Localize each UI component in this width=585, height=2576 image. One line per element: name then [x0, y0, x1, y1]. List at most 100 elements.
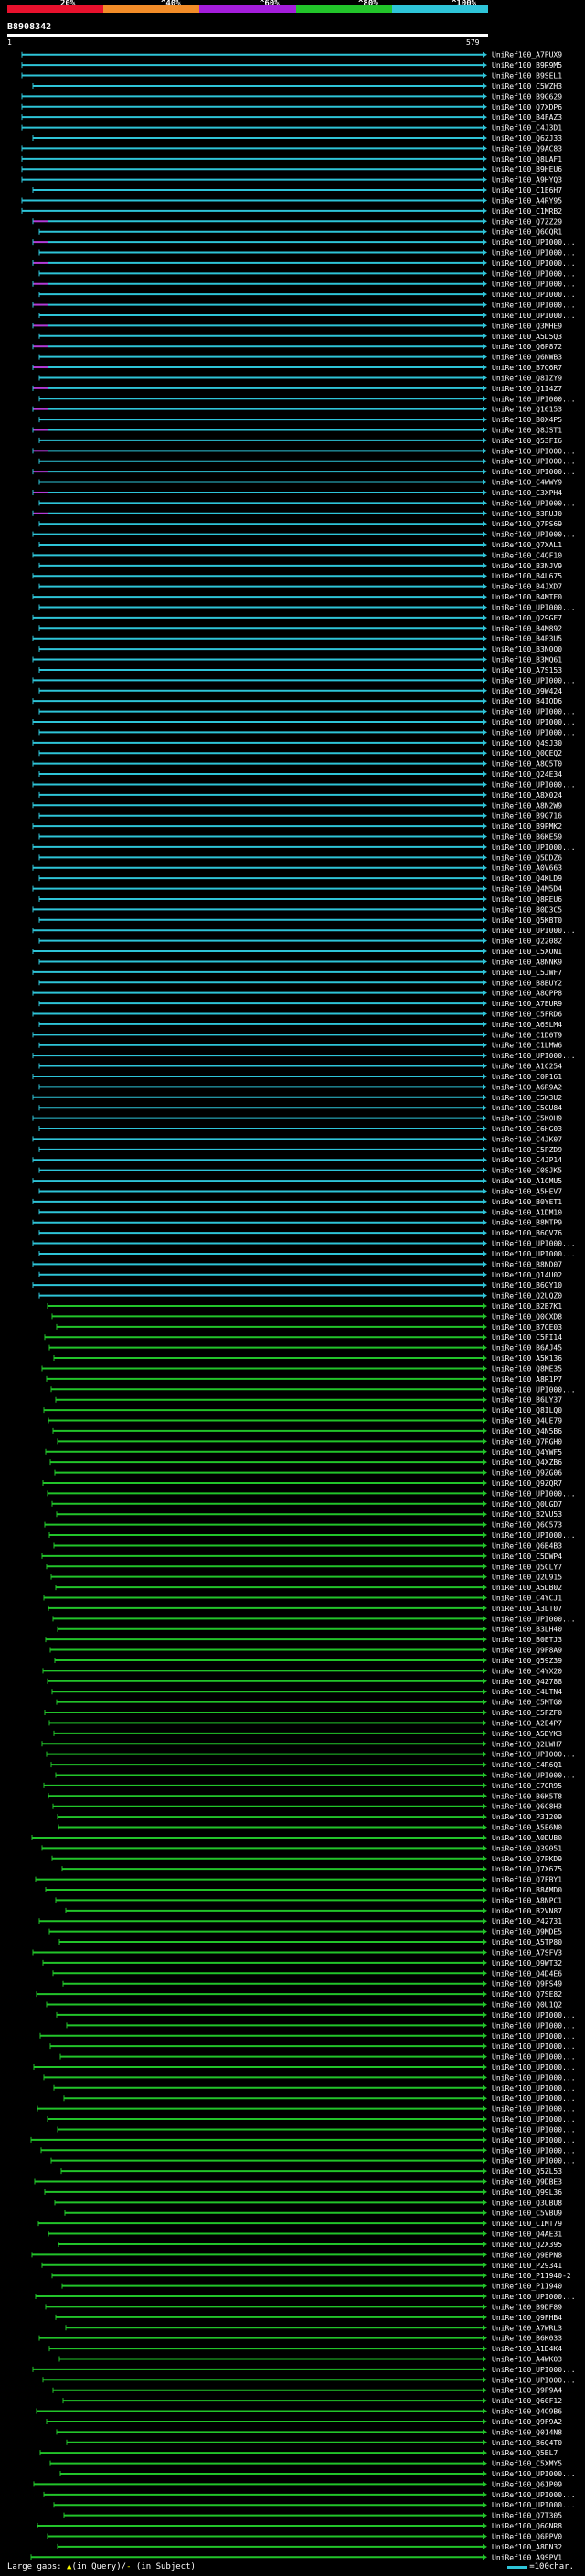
hit-label[interactable]: UniRef100_B3MQ61 [492, 656, 562, 664]
hit-label[interactable]: UniRef100_C4LTN4 [492, 1688, 562, 1696]
hit-row[interactable]: UniRef100_Q014N8 [56, 2428, 562, 2436]
hit-label[interactable]: UniRef100_B7Q6R7 [492, 364, 562, 372]
hit-row[interactable]: UniRef100_B2B7K1 [47, 1302, 562, 1310]
hit-row[interactable]: UniRef100_B3NJV9 [38, 562, 562, 570]
hit-label[interactable]: UniRef100_UPI000... [492, 780, 576, 789]
hit-label[interactable]: UniRef100_UPI000... [492, 270, 576, 278]
hit-label[interactable]: UniRef100_Q4KLD9 [492, 875, 562, 883]
hit-row[interactable]: UniRef100_A5K136 [53, 1354, 562, 1362]
hit-row[interactable]: UniRef100_A8QPP8 [32, 990, 562, 998]
hit-label[interactable]: UniRef100_A7EUR9 [492, 1000, 562, 1008]
hit-label[interactable]: UniRef100_C1E6H7 [492, 186, 562, 195]
hit-label[interactable]: UniRef100_Q4Z788 [492, 1678, 562, 1686]
hit-row[interactable]: UniRef100_Q2U915 [50, 1574, 562, 1582]
hit-label[interactable]: UniRef100_Q0QEQ2 [492, 749, 562, 758]
hit-label[interactable]: UniRef100_Q61P09 [492, 2480, 562, 2488]
hit-label[interactable]: UniRef100_A7SFV3 [492, 1948, 562, 1956]
hit-row[interactable]: UniRef100_UPI000... [38, 603, 576, 611]
hit-row[interactable]: UniRef100_Q4YWF5 [45, 1448, 562, 1457]
hit-label[interactable]: UniRef100_B4IOD6 [492, 697, 562, 705]
hit-label[interactable]: UniRef100_B9G716 [492, 812, 562, 821]
hit-row[interactable]: UniRef100_B4L675 [32, 572, 562, 580]
hit-label[interactable]: UniRef100_Q8ME35 [492, 1364, 562, 1373]
hit-row[interactable]: UniRef100_Q3UBU8 [54, 2199, 562, 2207]
hit-row[interactable]: UniRef100_B3MQ61 [32, 656, 562, 664]
hit-label[interactable]: UniRef100_A7PUX9 [492, 51, 562, 59]
hit-label[interactable]: UniRef100_UPI000... [492, 2073, 576, 2082]
hit-row[interactable]: UniRef100_A1D4K4 [48, 2345, 562, 2353]
hit-row[interactable]: UniRef100_C1E6H7 [32, 186, 562, 195]
hit-label[interactable]: UniRef100_A8DN32 [492, 2543, 562, 2551]
hit-label[interactable]: UniRef100_B0D3C5 [492, 906, 562, 914]
hit-row[interactable]: UniRef100_A0DUB0 [31, 1834, 562, 1842]
hit-label[interactable]: UniRef100_Q99L36 [492, 2189, 562, 2197]
hit-row[interactable]: UniRef100_A1CMU5 [32, 1177, 562, 1185]
hit-label[interactable]: UniRef100_Q6GQR1 [492, 228, 562, 237]
hit-row[interactable]: UniRef100_B0X4P5 [38, 416, 562, 424]
hit-row[interactable]: UniRef100_A7SFV3 [32, 1948, 562, 1956]
hit-label[interactable]: UniRef100_UPI000... [492, 2063, 576, 2072]
hit-row[interactable]: UniRef100_UPI000... [40, 2147, 576, 2155]
hit-label[interactable]: UniRef100_B3RUJ0 [492, 510, 562, 518]
hit-row[interactable]: UniRef100_A1DM10 [38, 1208, 562, 1216]
hit-row[interactable]: UniRef100_Q6P872 [32, 343, 562, 351]
hit-row[interactable]: UniRef100_UPI000... [46, 1751, 576, 1759]
hit-row[interactable]: UniRef100_UPI000... [38, 291, 576, 299]
hit-row[interactable]: UniRef100_C1MT79 [37, 2220, 562, 2228]
hit-row[interactable]: UniRef100_B9R9M5 [21, 61, 562, 69]
hit-row[interactable]: UniRef100_A8NNK9 [38, 958, 562, 966]
hit-label[interactable]: UniRef100_A8X024 [492, 791, 562, 800]
hit-row[interactable]: UniRef100_UPI000... [59, 2053, 576, 2062]
hit-row[interactable]: UniRef100_P11940 [61, 2283, 562, 2291]
hit-label[interactable]: UniRef100_B6Q4T0 [492, 2439, 562, 2447]
hit-label[interactable]: UniRef100_Q60F12 [492, 2397, 562, 2405]
hit-row[interactable]: UniRef100_Q7T305 [63, 2512, 562, 2520]
hit-row[interactable]: UniRef100_B9G629 [21, 92, 562, 101]
hit-label[interactable]: UniRef100_A4RY95 [492, 196, 562, 205]
hit-label[interactable]: UniRef100_UPI000... [492, 2157, 576, 2166]
hit-row[interactable]: UniRef100_UPI000... [50, 1385, 576, 1394]
hit-label[interactable]: UniRef100_Q5KBT0 [492, 917, 562, 925]
hit-row[interactable]: UniRef100_A4WK03 [58, 2355, 562, 2363]
hit-row[interactable]: UniRef100_P31209 [57, 1813, 562, 1821]
hit-label[interactable]: UniRef100_Q7PKD9 [492, 1855, 562, 1863]
hit-row[interactable]: UniRef100_A8NPC1 [55, 1896, 562, 1904]
hit-row[interactable]: UniRef100_UPI000... [32, 239, 576, 247]
hit-row[interactable]: UniRef100_A6SLM4 [38, 1021, 562, 1029]
hit-row[interactable]: UniRef100_UPI000... [35, 2293, 576, 2301]
hit-row[interactable]: UniRef100_UPI000... [38, 458, 576, 466]
hit-label[interactable]: UniRef100_Q6GNR8 [492, 2522, 562, 2530]
hit-label[interactable]: UniRef100_A5DB02 [492, 1584, 562, 1592]
hit-row[interactable]: UniRef100_B6QV76 [38, 1229, 562, 1237]
hit-row[interactable]: UniRef100_UPI000... [53, 2084, 576, 2093]
hit-label[interactable]: UniRef100_B4M892 [492, 624, 562, 632]
hit-label[interactable]: UniRef100_Q2X395 [492, 2241, 562, 2249]
hit-row[interactable]: UniRef100_C1D0T9 [32, 1031, 562, 1039]
hit-row[interactable]: UniRef100_Q60F12 [62, 2397, 562, 2405]
hit-row[interactable]: UniRef100_B8AMD0 [45, 1886, 562, 1894]
hit-label[interactable]: UniRef100_Q2UQZ0 [492, 1292, 562, 1300]
hit-row[interactable]: UniRef100_Q6C8H3 [52, 1803, 562, 1811]
hit-row[interactable]: UniRef100_Q9P9A4 [52, 2387, 562, 2395]
hit-label[interactable]: UniRef100_Q4O9B6 [492, 2408, 562, 2416]
hit-row[interactable]: UniRef100_B9HEU6 [21, 165, 562, 174]
hit-label[interactable]: UniRef100_UPI000... [492, 1771, 576, 1779]
hit-label[interactable]: UniRef100_Q3MHE9 [492, 322, 562, 330]
hit-row[interactable]: UniRef100_UPI000... [57, 2125, 576, 2134]
hit-label[interactable]: UniRef100_B3N0Q0 [492, 645, 562, 653]
hit-row[interactable]: UniRef100_B4FAZ3 [21, 113, 562, 122]
hit-row[interactable]: UniRef100_Q53FI6 [38, 437, 562, 445]
hit-label[interactable]: UniRef100_B4P3U5 [492, 635, 562, 643]
hit-label[interactable]: UniRef100_A5DYK3 [492, 1730, 562, 1738]
hit-row[interactable]: UniRef100_Q0QEQ2 [38, 749, 562, 758]
hit-label[interactable]: UniRef100_Q59Z39 [492, 1657, 562, 1665]
hit-label[interactable]: UniRef100_A0V663 [492, 864, 562, 873]
hit-label[interactable]: UniRef100_Q7SE82 [492, 1990, 562, 1998]
hit-row[interactable]: UniRef100_A0V663 [32, 864, 562, 873]
hit-label[interactable]: UniRef100_A6R9A2 [492, 1083, 562, 1091]
hit-row[interactable]: UniRef100_Q8JST1 [32, 426, 562, 434]
hit-label[interactable]: UniRef100_A5D5Q3 [492, 333, 562, 341]
hit-label[interactable]: UniRef100_UPI000... [492, 239, 576, 247]
hit-row[interactable]: UniRef100_Q2X395 [58, 2241, 562, 2249]
hit-row[interactable]: UniRef100_Q61P09 [33, 2480, 562, 2488]
